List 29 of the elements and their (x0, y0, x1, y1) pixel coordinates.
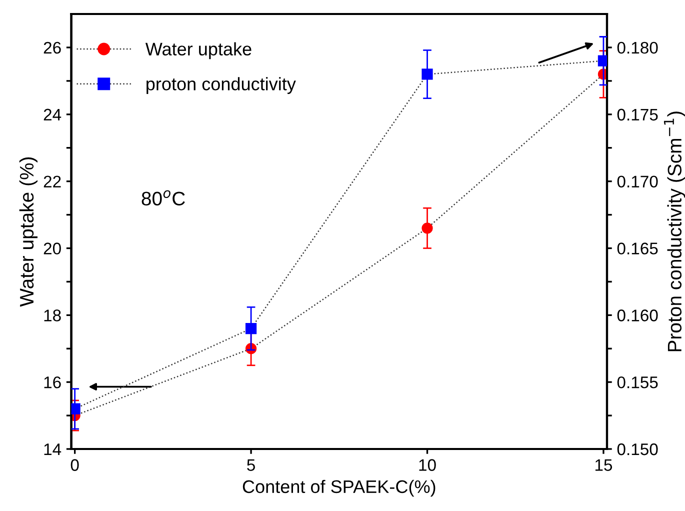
x-tick-label: 0 (70, 459, 79, 471)
y-tick-label: 24 (44, 108, 62, 120)
legend-label: proton conductivity (146, 77, 296, 94)
y2-tick-label: 0.155 (617, 376, 658, 388)
annotation: 80$^{o}$C (142, 190, 185, 206)
x-tick-label: 15 (595, 459, 612, 471)
point (71, 403, 80, 414)
y-tick-label: 22 (44, 176, 61, 188)
y-tick-label: 26 (44, 42, 61, 54)
y-tick-label: 14 (44, 444, 62, 456)
y-axis-title: Water uptake (%) (19, 157, 38, 307)
y-tick-label: 18 (44, 310, 61, 322)
y2-tick-label: 0.180 (617, 42, 658, 54)
point (422, 222, 433, 234)
y-tick-label: 20 (44, 242, 61, 254)
y2-tick-label: 0.170 (617, 176, 658, 188)
legend-label: Water uptake (145, 42, 252, 60)
point (245, 322, 257, 334)
x-tick-label: 5 (247, 459, 255, 471)
x-tick-label: 10 (419, 459, 436, 471)
x-axis-title: Content of SPAEK-C(%) (242, 480, 436, 497)
y2-tick-label: 0.160 (617, 310, 658, 322)
y2-tick-label: 0.175 (617, 108, 658, 121)
y2-tick-label: 0.165 (617, 242, 658, 254)
y2-tick-label: 0.150 (617, 443, 658, 456)
y-tick-label: 16 (44, 376, 61, 388)
y2-axis-title: Proton conductivity (Scm$^{−1}$) (664, 112, 685, 352)
point (422, 68, 433, 80)
point (598, 55, 607, 66)
